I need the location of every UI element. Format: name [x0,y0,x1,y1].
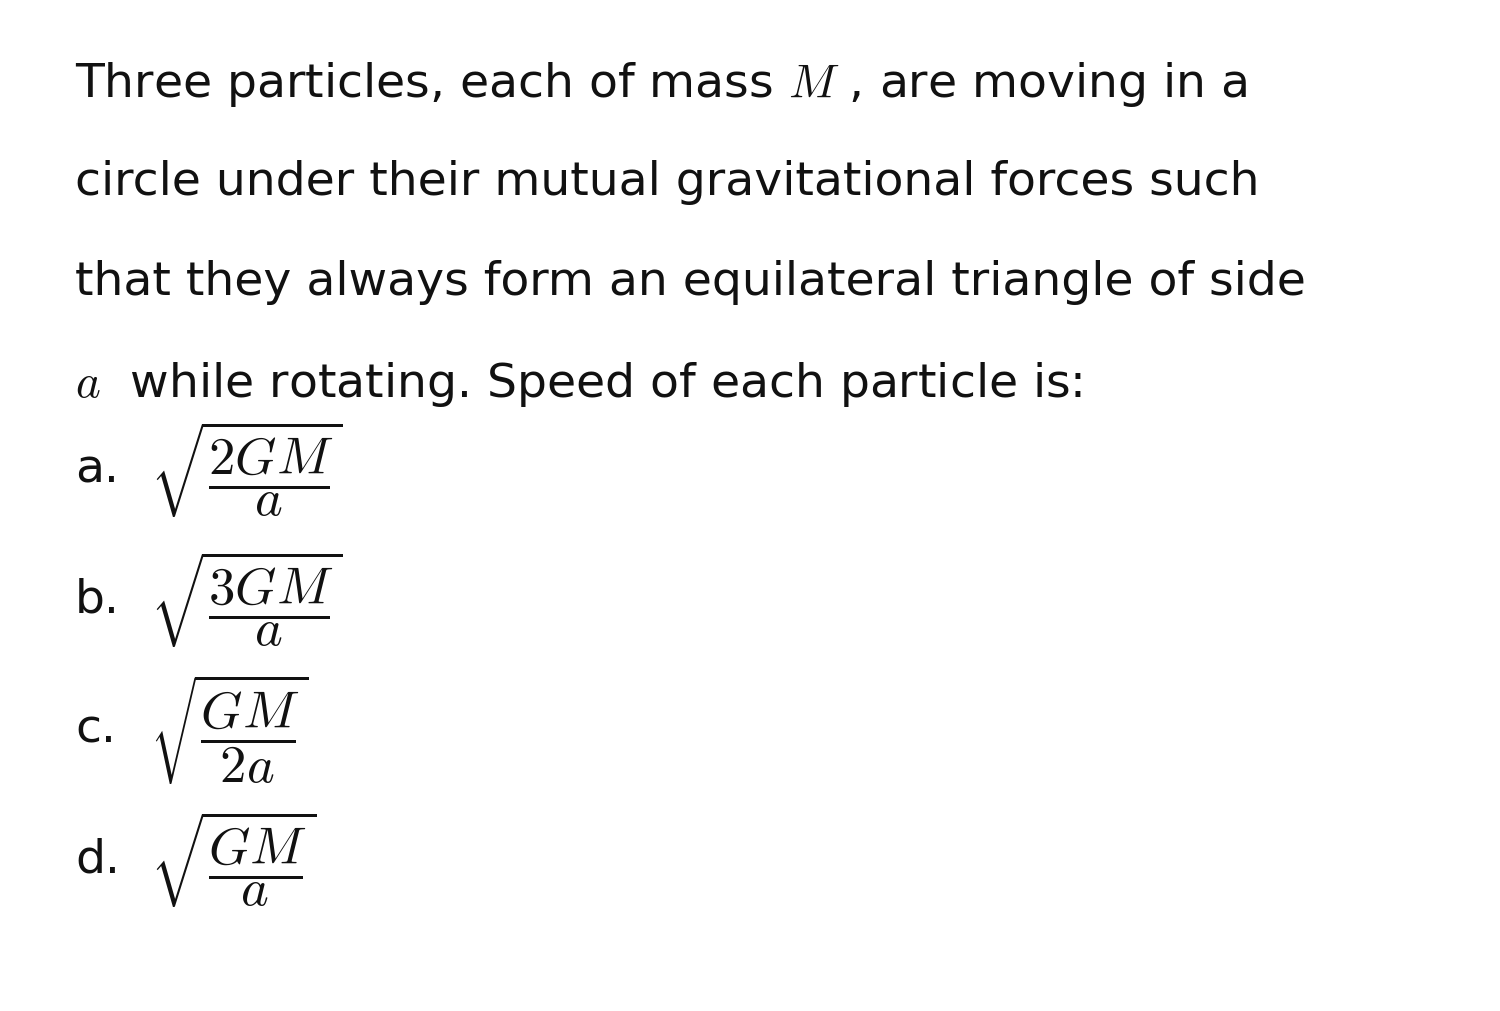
Text: $\mathit{a}$  while rotating. Speed of each particle is:: $\mathit{a}$ while rotating. Speed of ea… [75,360,1083,408]
Text: $\sqrt{\dfrac{2GM}{a}}$: $\sqrt{\dfrac{2GM}{a}}$ [150,420,342,520]
Text: a.: a. [75,447,118,492]
Text: d.: d. [75,837,120,882]
Text: $\sqrt{\dfrac{GM}{a}}$: $\sqrt{\dfrac{GM}{a}}$ [150,809,316,909]
Text: circle under their mutual gravitational forces such: circle under their mutual gravitational … [75,160,1260,205]
Text: b.: b. [75,577,120,622]
Text: Three particles, each of mass $\mathit{M}$ , are moving in a: Three particles, each of mass $\mathit{M… [75,60,1248,109]
Text: $\sqrt{\dfrac{3GM}{a}}$: $\sqrt{\dfrac{3GM}{a}}$ [150,549,342,649]
Text: $\sqrt{\dfrac{GM}{2a}}$: $\sqrt{\dfrac{GM}{2a}}$ [150,672,309,787]
Text: that they always form an equilateral triangle of side: that they always form an equilateral tri… [75,260,1306,304]
Text: c.: c. [75,707,116,752]
